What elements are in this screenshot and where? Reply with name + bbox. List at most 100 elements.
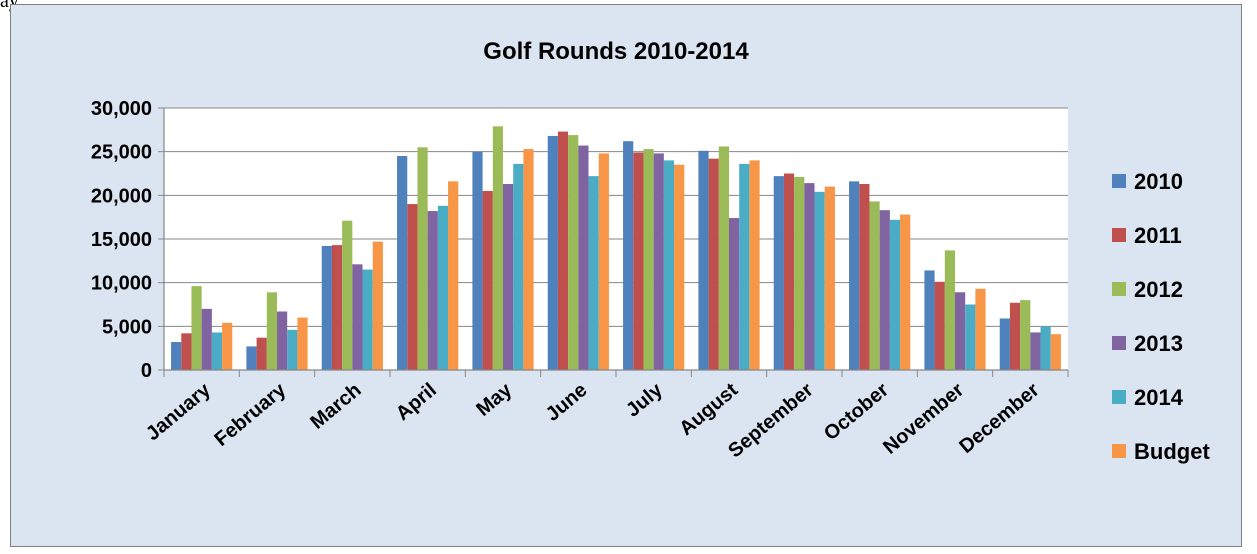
bar-2013-december (1030, 332, 1041, 370)
bar-budget-december (1050, 334, 1061, 370)
legend-swatch-2011 (1112, 228, 1126, 242)
bar-2012-october (869, 201, 880, 370)
bar-2014-october (889, 219, 901, 370)
bar-2011-april (407, 204, 418, 370)
bar-2014-december (1040, 326, 1051, 370)
y-tick-label: 20,000 (91, 185, 152, 207)
bar-2010-july (623, 141, 634, 370)
bars (171, 126, 1061, 370)
bar-2010-june (547, 135, 558, 370)
x-tick-label: July (622, 378, 667, 421)
bar-budget-april (448, 181, 459, 370)
bar-2011-june (557, 131, 569, 370)
bar-2012-august (718, 146, 729, 370)
bar-2010-march (321, 245, 332, 370)
bar-budget-august (749, 160, 760, 370)
bar-2010-november (924, 270, 935, 370)
bar-2012-july (643, 149, 654, 370)
bar-2011-december (1009, 302, 1021, 370)
x-tick-label: February (211, 378, 291, 450)
bar-2013-august (729, 218, 740, 370)
bar-2013-july (653, 153, 664, 370)
bar-2011-november (934, 281, 945, 370)
bar-2012-april (417, 147, 428, 370)
legend-swatch-budget (1112, 444, 1126, 458)
axes (163, 108, 1069, 377)
bar-2010-april (397, 156, 408, 370)
bar-2011-may (482, 190, 493, 370)
x-tick-label: October (820, 379, 893, 445)
bar-2014-january (211, 332, 223, 370)
bar-2013-march (352, 264, 363, 370)
bar-budget-february (297, 317, 308, 370)
bar-2014-november (965, 304, 976, 370)
y-tick-label: 5,000 (102, 316, 152, 338)
bar-2011-august (708, 158, 719, 370)
bar-2014-april (437, 205, 449, 370)
x-tick-label: March (306, 379, 365, 434)
bar-budget-may (523, 149, 534, 370)
bar-2011-march (331, 245, 343, 370)
legend-swatch-2010 (1112, 174, 1126, 188)
bar-2010-august (698, 150, 709, 370)
bar-2010-september (773, 176, 784, 370)
bar-2013-may (503, 183, 514, 370)
legend-label-2011: 2011 (1134, 223, 1182, 248)
legend-label-2012: 2012 (1134, 277, 1183, 302)
bar-2011-july (633, 152, 644, 370)
legend-swatch-2014 (1112, 390, 1126, 404)
gridlines (158, 107, 1068, 371)
bar-2010-february (246, 346, 257, 370)
bar-budget-january (222, 322, 233, 370)
y-tick-label: 25,000 (91, 142, 152, 164)
y-axis-tick-labels: 0 5,000 10,000 15,000 20,000 25,000 30,000 (91, 98, 152, 382)
y-tick-label: 0 (141, 360, 152, 382)
bar-2014-august (739, 163, 750, 370)
bar-2012-november (944, 250, 955, 370)
bar-2013-september (804, 183, 815, 370)
bar-budget-november (975, 288, 986, 370)
bar-2013-november (955, 292, 966, 370)
legend-label-2013: 2013 (1134, 331, 1183, 356)
bar-2013-april (427, 211, 438, 370)
x-tick-label: November (879, 379, 968, 459)
bar-2010-january (171, 342, 182, 370)
bar-2012-may (492, 126, 503, 370)
bar-2010-october (849, 181, 860, 370)
bar-budget-july (674, 164, 685, 370)
bar-2011-february (256, 337, 267, 370)
bar-2013-january (201, 308, 212, 370)
chart-title: Golf Rounds 2010-2014 (483, 38, 749, 65)
bar-2013-june (578, 145, 589, 370)
bar-2013-february (277, 311, 288, 370)
x-tick-label: June (542, 379, 592, 426)
bar-2012-september (794, 176, 805, 370)
bar-budget-september (824, 186, 835, 370)
bar-2014-june (588, 176, 599, 370)
bar-2014-september (814, 191, 825, 370)
legend-label-2010: 2010 (1134, 169, 1183, 194)
bar-2012-december (1020, 300, 1031, 370)
bar-2012-march (342, 220, 353, 370)
legend-swatch-2012 (1112, 282, 1126, 296)
bar-2010-december (999, 318, 1010, 370)
bar-budget-march (372, 241, 383, 370)
bar-budget-june (598, 153, 609, 370)
y-tick-label: 30,000 (91, 98, 152, 120)
legend: 2010 2011 2012 2013 2014 Budget (1112, 169, 1210, 464)
bar-budget-october (900, 214, 911, 370)
legend-swatch-2013 (1112, 336, 1126, 350)
bar-2014-july (663, 160, 675, 370)
bar-2012-january (191, 286, 202, 370)
legend-label-budget: Budget (1134, 439, 1210, 464)
bar-2014-march (362, 269, 373, 370)
legend-label-2014: 2014 (1134, 385, 1184, 410)
bar-2011-september (783, 173, 795, 370)
bar-2014-may (513, 163, 524, 370)
x-tick-label: December (955, 379, 1043, 458)
x-tick-label: April (392, 379, 441, 425)
bar-2011-october (859, 183, 870, 370)
bar-2010-may (472, 151, 483, 370)
